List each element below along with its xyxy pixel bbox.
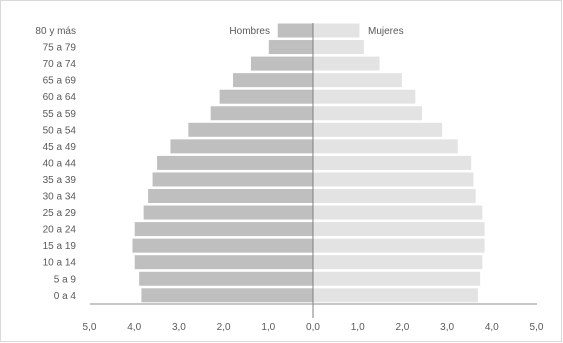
age-label-45-a-49: 45 a 49 xyxy=(43,142,77,153)
bar-mujeres-45-a-49 xyxy=(312,138,459,155)
bar-hombres-15-a-19 xyxy=(131,237,314,254)
age-label-15-a-19: 15 a 19 xyxy=(43,241,77,252)
bar-mujeres-30-a-34 xyxy=(312,188,477,204)
x-tick-label: 3,0 xyxy=(172,322,186,333)
bar-hombres-60-a-64 xyxy=(218,88,314,105)
bar-mujeres-70-a-74 xyxy=(312,55,381,72)
bar-hombres-50-a-54 xyxy=(187,121,314,138)
age-label-20-a-24: 20 a 24 xyxy=(43,225,77,236)
bar-mujeres-35-a-39 xyxy=(312,171,475,188)
age-label-10-a-14: 10 a 14 xyxy=(43,258,77,269)
age-label-25-a-29: 25 a 29 xyxy=(43,208,77,219)
age-label-70-a-74: 70 a 74 xyxy=(43,59,77,70)
bar-hombres-70-a-74 xyxy=(249,55,314,72)
age-label-0-a-4: 0 a 4 xyxy=(54,291,77,302)
x-tick-label: 2,0 xyxy=(395,322,409,333)
bar-mujeres-60-a-64 xyxy=(312,88,417,105)
bar-hombres-75-a-79 xyxy=(267,39,314,56)
bar-mujeres-15-a-19 xyxy=(312,237,486,254)
x-tick-label: 3,0 xyxy=(440,322,454,333)
age-labels-group: 80 y más 75 a 79 70 a 74 65 a 69 60 a 64 55 a… xyxy=(35,26,76,302)
series-label-hombres: Hombres xyxy=(229,26,270,37)
x-tick-label: 1,0 xyxy=(351,322,365,333)
bar-mujeres-65-a-69 xyxy=(312,72,403,89)
bar-mujeres-5-a-9 xyxy=(312,270,482,287)
age-label-35-a-39: 35 a 39 xyxy=(43,175,77,186)
bar-mujeres-25-a-29 xyxy=(312,204,484,221)
age-label-55-a-59: 55 a 59 xyxy=(43,109,77,120)
x-tick-label: 4,0 xyxy=(127,322,141,333)
bar-hombres-0-a-4 xyxy=(140,287,314,304)
x-tick-label: 5,0 xyxy=(530,322,544,333)
bar-mujeres-0-a-4 xyxy=(312,287,479,304)
bar-hombres-35-a-39 xyxy=(151,171,314,188)
age-label-75-a-79: 75 a 79 xyxy=(43,43,77,54)
bar-mujeres-20-a-24 xyxy=(312,221,486,238)
bar-hombres-45-a-49 xyxy=(169,138,314,155)
x-tick-label: 5,0 xyxy=(83,322,97,333)
bar-mujeres-80-y-m-s xyxy=(312,22,361,39)
bar-hombres-25-a-29 xyxy=(142,204,314,221)
x-tick-labels-group: 5,0 4,0 3,0 2,0 1,0 0,0 1,0 2,0 3,0 4,0 5,0 xyxy=(83,322,544,333)
bar-mujeres-75-a-79 xyxy=(312,39,365,56)
bar-mujeres-50-a-54 xyxy=(312,121,444,138)
bar-hombres-65-a-69 xyxy=(232,72,314,89)
x-tick-label: 0,0 xyxy=(306,322,320,333)
bar-hombres-40-a-44 xyxy=(156,154,314,171)
bar-hombres-30-a-34 xyxy=(147,188,314,204)
bar-mujeres-40-a-44 xyxy=(312,154,473,171)
age-label-40-a-44: 40 a 44 xyxy=(43,158,77,169)
bars-group xyxy=(131,22,486,304)
age-label-60-a-64: 60 a 64 xyxy=(43,92,77,103)
bar-mujeres-10-a-14 xyxy=(312,254,484,271)
age-label-30-a-34: 30 a 34 xyxy=(43,192,77,203)
bar-hombres-10-a-14 xyxy=(133,254,314,271)
age-label-65-a-69: 65 a 69 xyxy=(43,76,77,87)
bar-mujeres-55-a-59 xyxy=(312,105,424,122)
bar-hombres-20-a-24 xyxy=(133,221,314,238)
bar-hombres-55-a-59 xyxy=(209,105,314,122)
age-label-5-a-9: 5 a 9 xyxy=(54,274,77,285)
x-tick-label: 2,0 xyxy=(217,322,231,333)
bar-hombres-5-a-9 xyxy=(138,270,314,287)
x-tick-label: 4,0 xyxy=(485,322,499,333)
x-tick-label: 1,0 xyxy=(261,322,275,333)
age-label-80-y-m-s: 80 y más xyxy=(35,26,76,37)
age-label-50-a-54: 50 a 54 xyxy=(43,125,77,136)
bar-hombres-80-y-m-s xyxy=(276,22,314,39)
series-label-mujeres: Mujeres xyxy=(368,26,404,37)
